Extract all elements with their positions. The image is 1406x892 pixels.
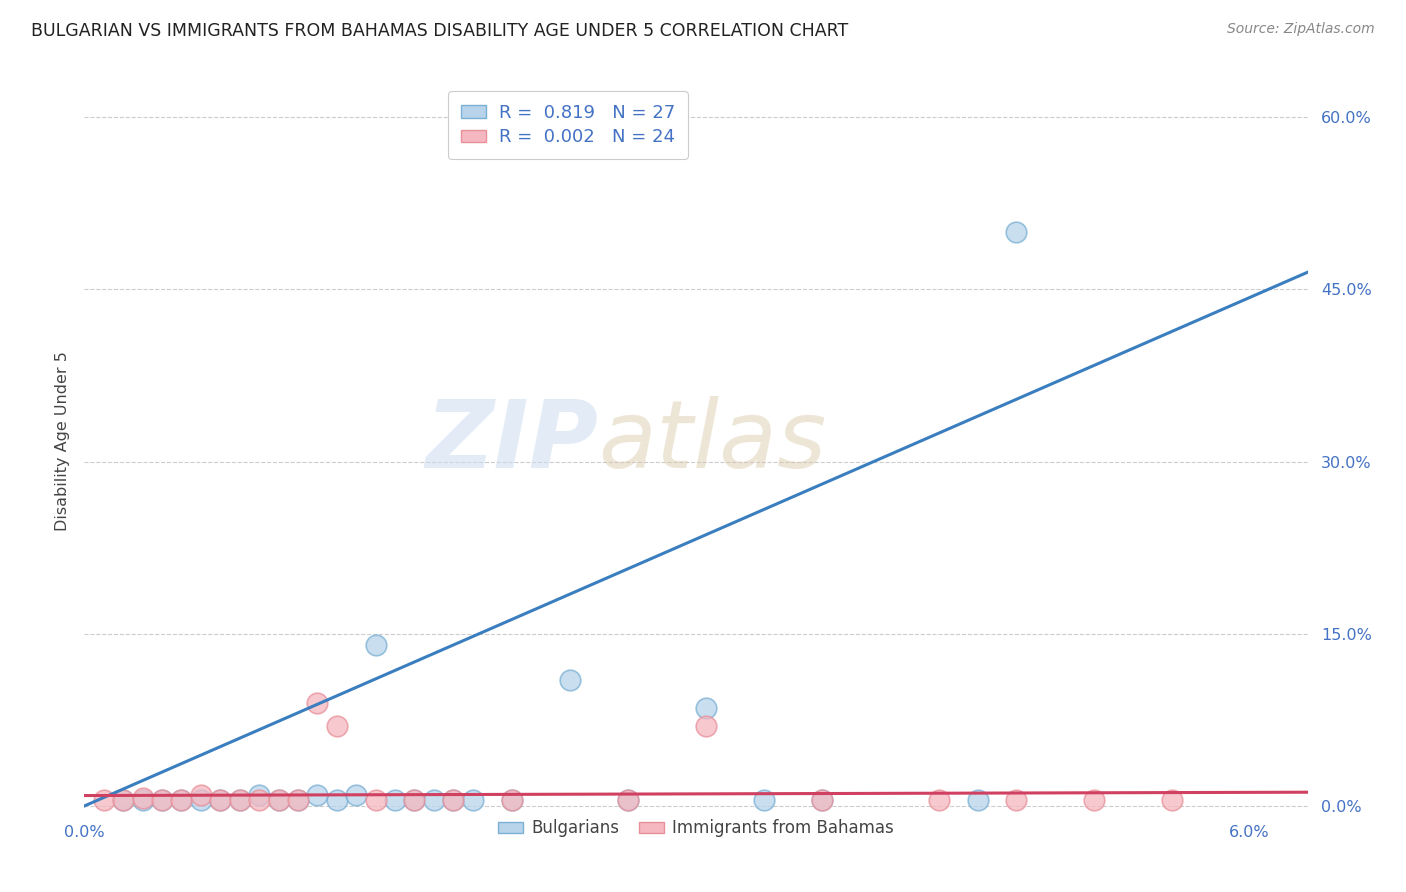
Point xyxy=(423,793,446,807)
Point xyxy=(695,718,717,732)
Point xyxy=(695,701,717,715)
Y-axis label: Disability Age Under 5: Disability Age Under 5 xyxy=(55,351,70,532)
Point xyxy=(112,793,135,807)
Point xyxy=(131,793,153,807)
Point xyxy=(131,791,153,805)
Point xyxy=(441,793,464,807)
Point xyxy=(1005,793,1028,807)
Point xyxy=(247,788,270,802)
Text: atlas: atlas xyxy=(598,396,827,487)
Point xyxy=(404,793,426,807)
Legend: Bulgarians, Immigrants from Bahamas: Bulgarians, Immigrants from Bahamas xyxy=(491,813,901,844)
Point xyxy=(209,793,232,807)
Point xyxy=(441,793,464,807)
Point xyxy=(966,793,988,807)
Point xyxy=(93,793,115,807)
Point xyxy=(752,793,775,807)
Point xyxy=(501,793,523,807)
Point xyxy=(307,696,329,710)
Point xyxy=(247,793,270,807)
Point xyxy=(384,793,406,807)
Point xyxy=(404,793,426,807)
Text: BULGARIAN VS IMMIGRANTS FROM BAHAMAS DISABILITY AGE UNDER 5 CORRELATION CHART: BULGARIAN VS IMMIGRANTS FROM BAHAMAS DIS… xyxy=(31,22,848,40)
Text: Source: ZipAtlas.com: Source: ZipAtlas.com xyxy=(1227,22,1375,37)
Point xyxy=(170,793,193,807)
Point xyxy=(170,793,193,807)
Point xyxy=(364,638,387,652)
Point xyxy=(190,793,212,807)
Point xyxy=(307,788,329,802)
Point xyxy=(1083,793,1105,807)
Point xyxy=(267,793,290,807)
Point xyxy=(928,793,950,807)
Text: ZIP: ZIP xyxy=(425,395,598,488)
Point xyxy=(326,793,349,807)
Point xyxy=(1005,225,1028,239)
Point xyxy=(617,793,640,807)
Point xyxy=(287,793,309,807)
Point xyxy=(150,793,173,807)
Point xyxy=(811,793,834,807)
Point xyxy=(344,788,367,802)
Point xyxy=(326,718,349,732)
Point xyxy=(112,793,135,807)
Point xyxy=(501,793,523,807)
Point xyxy=(190,788,212,802)
Point xyxy=(267,793,290,807)
Point xyxy=(364,793,387,807)
Point xyxy=(150,793,173,807)
Point xyxy=(617,793,640,807)
Point xyxy=(461,793,484,807)
Point xyxy=(1160,793,1182,807)
Point xyxy=(811,793,834,807)
Point xyxy=(228,793,250,807)
Point xyxy=(228,793,250,807)
Point xyxy=(558,673,581,687)
Point xyxy=(209,793,232,807)
Point xyxy=(287,793,309,807)
